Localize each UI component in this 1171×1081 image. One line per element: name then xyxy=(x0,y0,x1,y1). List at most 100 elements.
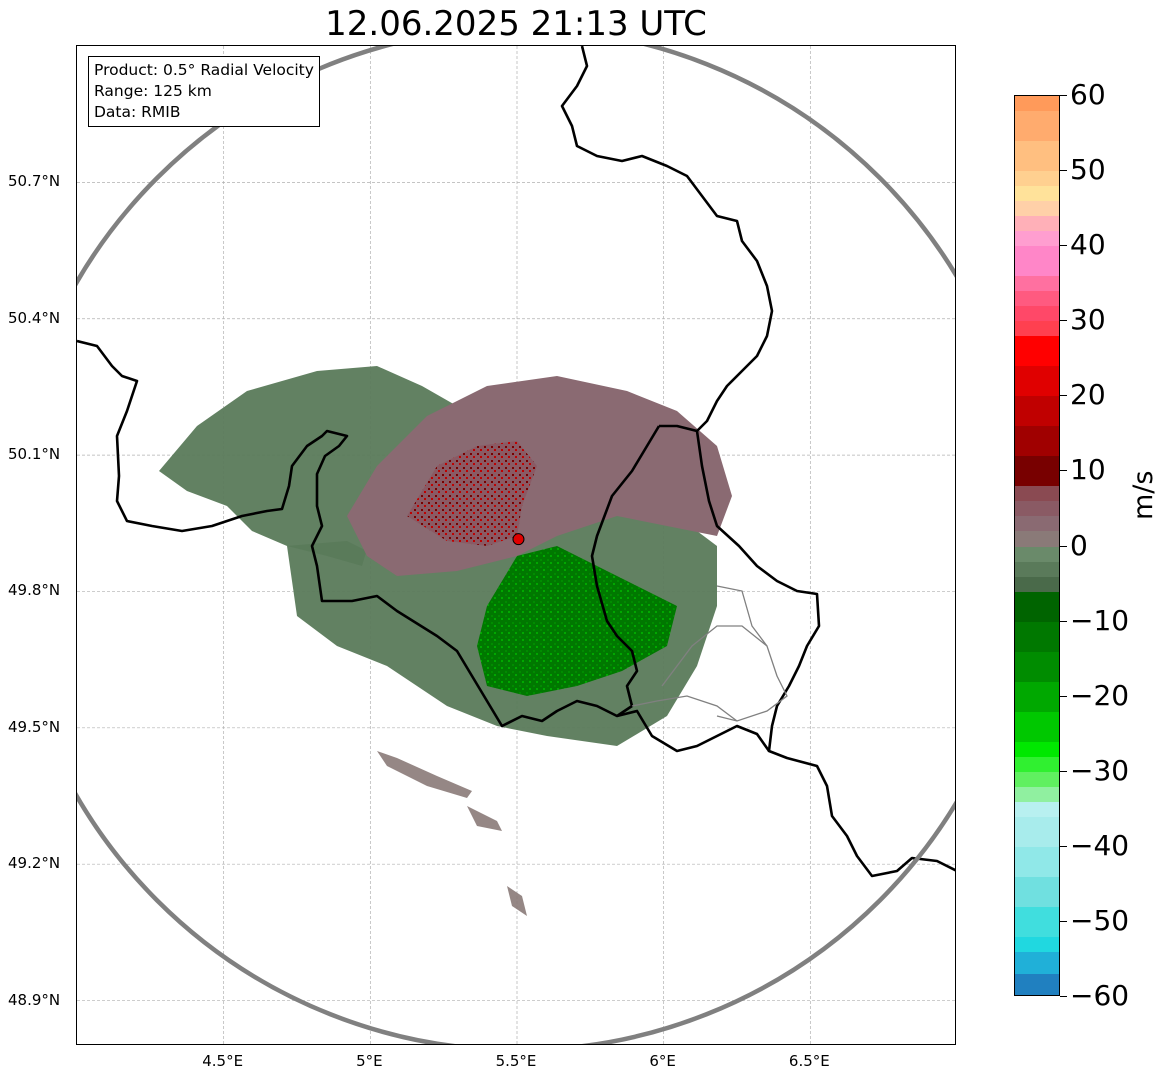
colorbar-segment xyxy=(1015,621,1059,653)
colorbar-segment xyxy=(1015,906,1059,938)
border-lu-de xyxy=(590,425,661,718)
colorbar-segment xyxy=(1015,501,1059,518)
colorbar-segment xyxy=(1015,651,1059,683)
map-title: 12.06.2025 21:13 UTC xyxy=(325,4,707,44)
colorbar-segment xyxy=(1015,366,1059,397)
colorbar-segment xyxy=(1015,231,1059,247)
colorbar-tick-mark xyxy=(1060,770,1067,772)
lat-tick-label: 49.2°N xyxy=(8,854,61,873)
colorbar-tick-mark xyxy=(1060,170,1067,172)
colorbar-segment xyxy=(1015,426,1059,457)
lat-tick-label: 50.4°N xyxy=(8,308,61,327)
colorbar-tick-mark xyxy=(1060,996,1067,997)
colorbar-segment xyxy=(1015,396,1059,427)
echo-area-green-core xyxy=(477,546,677,696)
border-be-de-east xyxy=(695,430,955,878)
product-info-box: Product: 0.5° Radial Velocity Range: 125… xyxy=(88,56,320,127)
colorbar-segment xyxy=(1015,516,1059,533)
colorbar-tick-mark xyxy=(1060,95,1067,96)
colorbar-tick-mark xyxy=(1060,470,1067,472)
colorbar-segment xyxy=(1015,591,1059,623)
border-be-fr-west xyxy=(77,339,771,753)
colorbar-tick-mark xyxy=(1060,920,1067,922)
colorbar-segment xyxy=(1015,576,1059,593)
colorbar-segment xyxy=(1015,246,1059,277)
colorbar-tick-label: 20 xyxy=(1070,378,1106,412)
colorbar-tick-label: 40 xyxy=(1070,228,1106,262)
colorbar-tick-mark xyxy=(1060,320,1067,322)
colorbar-segment xyxy=(1015,486,1059,503)
radar-site-marker xyxy=(512,533,525,546)
colorbar-segment xyxy=(1015,546,1059,563)
colorbar-segment xyxy=(1015,291,1059,307)
colorbar-segment xyxy=(1015,141,1059,172)
lon-tick-label: 6.5°E xyxy=(788,1052,830,1070)
lon-tick-label: 4.5°E xyxy=(202,1052,244,1070)
echo-cells-south xyxy=(377,751,527,916)
colorbar-segment xyxy=(1015,96,1059,112)
product-label: Product: 0.5° Radial Velocity xyxy=(94,61,314,79)
range-label: Range: 125 km xyxy=(94,82,212,100)
colorbar-segment xyxy=(1015,756,1059,773)
colorbar-segment xyxy=(1015,974,1059,995)
colorbar-segment xyxy=(1015,456,1059,488)
colorbar-tick-label: −30 xyxy=(1070,753,1130,787)
lon-tick-label: 5.5°E xyxy=(495,1052,537,1070)
colorbar-segment xyxy=(1015,276,1059,292)
colorbar-segment xyxy=(1015,681,1059,713)
colorbar-segment xyxy=(1015,321,1059,337)
colorbar-tick-label: 60 xyxy=(1070,78,1106,111)
colorbar-segment xyxy=(1015,741,1059,758)
lat-tick-label: 50.1°N xyxy=(8,445,61,464)
radar-velocity-echoes xyxy=(159,366,732,916)
lon-tick-label: 5°E xyxy=(356,1052,383,1070)
velocity-colorbar xyxy=(1014,95,1060,996)
colorbar-tick-mark xyxy=(1060,245,1067,247)
colorbar-segment xyxy=(1015,111,1059,142)
colorbar-segment xyxy=(1015,951,1059,976)
data-source-label: Data: RMIB xyxy=(94,103,181,121)
colorbar-segment xyxy=(1015,186,1059,202)
lon-tick-label: 6°E xyxy=(649,1052,676,1070)
colorbar-segment xyxy=(1015,771,1059,788)
colorbar-segment xyxy=(1015,531,1059,548)
border-de-be-north xyxy=(560,46,774,433)
colorbar-tick-label: 50 xyxy=(1070,153,1106,187)
colorbar-tick-label: −50 xyxy=(1070,903,1130,937)
colorbar-segment xyxy=(1015,171,1059,187)
colorbar-segment xyxy=(1015,816,1059,848)
colorbar-segment xyxy=(1015,936,1059,953)
colorbar-tick-label: −60 xyxy=(1070,979,1130,1012)
lat-tick-label: 48.9°N xyxy=(8,990,61,1009)
province-borders xyxy=(631,585,788,722)
colorbar-segment xyxy=(1015,786,1059,803)
colorbar-segment xyxy=(1015,876,1059,908)
radar-map[interactable] xyxy=(76,45,956,1045)
colorbar-tick-mark xyxy=(1060,695,1067,697)
colorbar-segment xyxy=(1015,846,1059,878)
colorbar-unit-label: m/s xyxy=(1128,470,1159,520)
echo-area-north-core xyxy=(407,441,537,546)
colorbar-tick-mark xyxy=(1060,545,1067,547)
colorbar-tick-label: 10 xyxy=(1070,453,1106,487)
colorbar-tick-mark xyxy=(1060,620,1067,622)
colorbar-segment xyxy=(1015,561,1059,578)
colorbar-tick-label: 0 xyxy=(1070,528,1088,562)
colorbar-tick-label: 30 xyxy=(1070,303,1106,337)
lat-tick-label: 50.7°N xyxy=(8,172,61,191)
colorbar-segment xyxy=(1015,216,1059,232)
colorbar-segment xyxy=(1015,306,1059,322)
lat-tick-label: 49.5°N xyxy=(8,717,61,736)
colorbar-tick-mark xyxy=(1060,395,1067,397)
colorbar-segment xyxy=(1015,801,1059,818)
country-borders xyxy=(77,46,955,878)
colorbar-tick-mark xyxy=(1060,845,1067,847)
colorbar-tick-label: −10 xyxy=(1070,603,1130,637)
colorbar-segment xyxy=(1015,711,1059,743)
radar-map-canvas xyxy=(77,46,955,1044)
colorbar-segment xyxy=(1015,336,1059,367)
colorbar-tick-label: −40 xyxy=(1070,828,1130,862)
colorbar-segment xyxy=(1015,201,1059,217)
lat-tick-label: 49.8°N xyxy=(8,581,61,600)
colorbar-tick-label: −20 xyxy=(1070,678,1130,712)
